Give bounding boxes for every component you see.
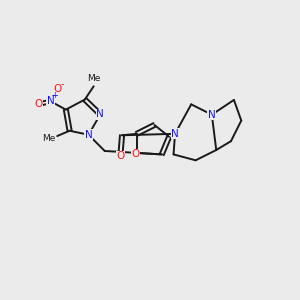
Text: Me: Me <box>87 74 100 82</box>
Text: -: - <box>61 79 64 89</box>
Text: N: N <box>208 110 216 120</box>
Text: N: N <box>47 96 54 106</box>
Text: O: O <box>131 149 140 159</box>
Text: N: N <box>85 130 92 140</box>
Text: N: N <box>171 129 179 139</box>
Text: N: N <box>96 110 104 119</box>
Text: O: O <box>34 99 42 109</box>
Text: O: O <box>116 152 125 161</box>
Text: O: O <box>53 84 61 94</box>
Text: +: + <box>51 91 58 100</box>
Text: Me: Me <box>42 134 56 143</box>
